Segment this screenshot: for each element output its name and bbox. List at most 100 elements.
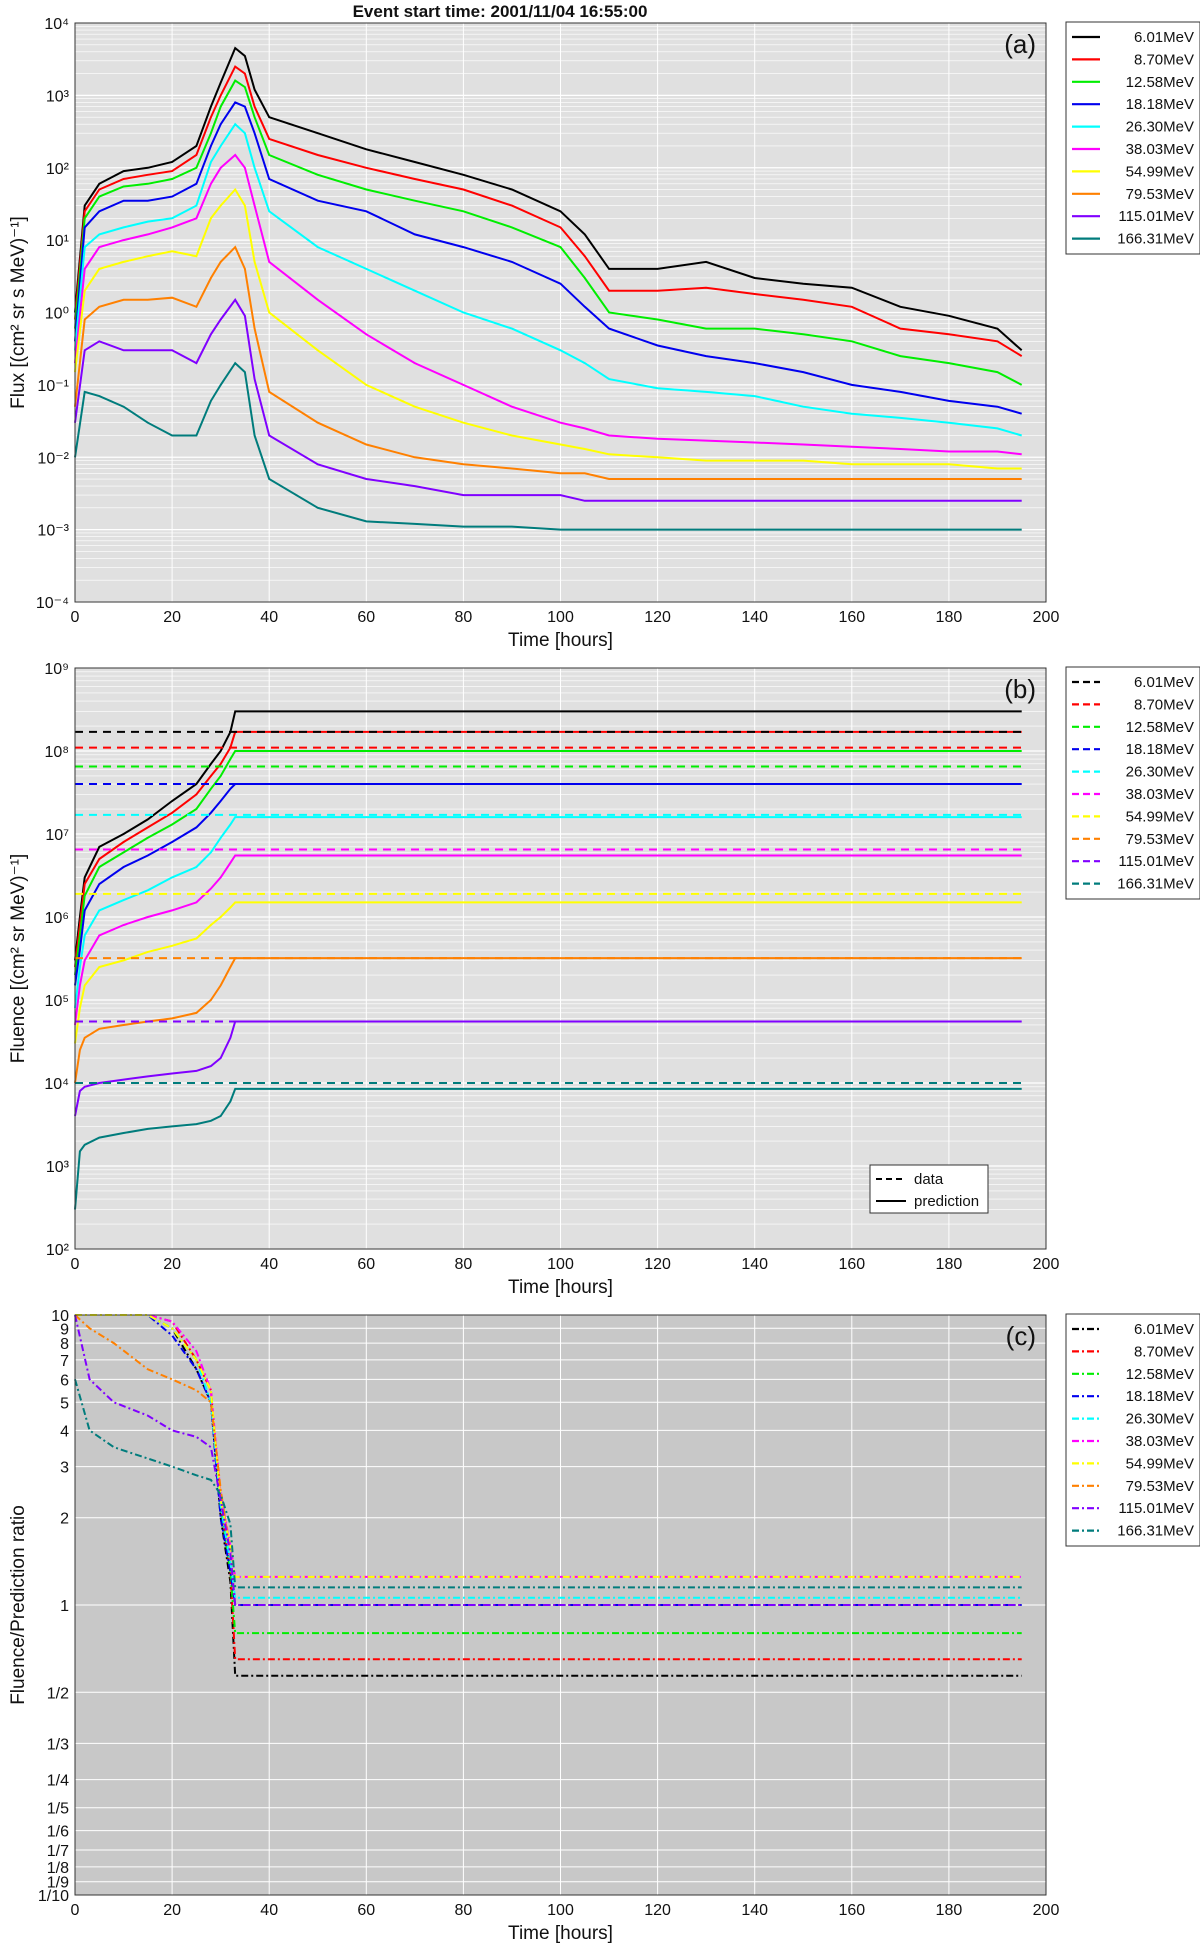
legend-label: 6.01MeV	[1134, 1321, 1194, 1338]
legend-label: 166.31MeV	[1117, 1523, 1194, 1540]
x-tick-label: 80	[455, 1902, 473, 1919]
legend-label: 79.53MeV	[1126, 186, 1194, 203]
y-tick-label: 10⁵	[45, 993, 69, 1010]
x-tick-label: 60	[357, 1902, 375, 1919]
y-tick-label: 1	[60, 1598, 69, 1615]
y-axis-label: Flux [(cm² sr s MeV)⁻¹]	[8, 216, 29, 409]
y-tick-label: 10⁴	[44, 1076, 69, 1093]
panel-label: (c)	[1006, 1321, 1036, 1351]
figure-title: Event start time: 2001/11/04 16:55:00	[353, 2, 648, 21]
y-tick-label: 10⁻⁴	[36, 595, 69, 612]
legend-label: 26.30MeV	[1126, 1411, 1194, 1428]
y-axis-label: Fluence/Prediction ratio	[8, 1505, 29, 1705]
y-tick-label: 1/2	[47, 1685, 69, 1702]
panel-label: (a)	[1004, 29, 1036, 59]
legend-label: 26.30MeV	[1126, 764, 1194, 781]
y-tick-label: 8	[60, 1336, 69, 1353]
legend-label: 26.30MeV	[1126, 119, 1194, 136]
y-tick-label: 4	[60, 1423, 69, 1440]
x-tick-label: 140	[741, 1902, 768, 1919]
x-axis-label: Time [hours]	[508, 1277, 613, 1298]
x-tick-label: 140	[741, 1256, 768, 1273]
x-axis-label: Time [hours]	[508, 1923, 613, 1944]
legend-label: 166.31MeV	[1117, 876, 1194, 893]
legend-label: 54.99MeV	[1126, 808, 1194, 825]
legend-label: 6.01MeV	[1134, 29, 1194, 46]
legend-label: 12.58MeV	[1126, 74, 1194, 91]
x-tick-label: 120	[644, 609, 671, 626]
legend: 6.01MeV 8.70MeV 12.58MeV 18.18MeV 26.30MeV 38…	[1066, 667, 1200, 899]
style-legend: data prediction	[870, 1165, 988, 1213]
legend-label: 54.99MeV	[1126, 1455, 1194, 1472]
y-tick-label: 7	[60, 1353, 69, 1370]
panel-label: (b)	[1004, 674, 1036, 704]
panel-b: 0 20 40 60 80 100 120 140 160 180 200 10⁹ 10⁸ 10⁷ 10⁶ 1…	[8, 661, 1200, 1298]
y-axis-label: Fluence [(cm² sr MeV)⁻¹]	[8, 854, 29, 1064]
x-tick-label: 200	[1033, 1902, 1060, 1919]
legend-label: 54.99MeV	[1126, 163, 1194, 180]
y-tick-label: 3	[60, 1460, 69, 1477]
legend-label: 38.03MeV	[1126, 1433, 1194, 1450]
x-tick-label: 100	[547, 1902, 574, 1919]
y-tick-label: 10²	[46, 161, 70, 178]
style-legend-label: data	[914, 1171, 944, 1188]
legend: 6.01MeV 8.70MeV 12.58MeV 18.18MeV 26.30MeV 38…	[1066, 1314, 1200, 1546]
legend-label: 115.01MeV	[1118, 208, 1194, 225]
x-tick-label: 180	[936, 1902, 963, 1919]
legend-label: 38.03MeV	[1126, 141, 1194, 158]
x-tick-label: 200	[1033, 609, 1060, 626]
x-tick-label: 20	[163, 1256, 181, 1273]
y-tick-label: 10⁶	[45, 910, 69, 927]
y-tick-label: 10⁸	[44, 744, 69, 761]
legend-label: 18.18MeV	[1126, 96, 1194, 113]
x-tick-label: 40	[260, 1256, 278, 1273]
legend-label: 18.18MeV	[1126, 1388, 1194, 1405]
y-tick-label: 1/10	[38, 1888, 69, 1905]
x-tick-label: 200	[1033, 1256, 1060, 1273]
style-legend-label: prediction	[914, 1193, 979, 1210]
x-tick-label: 60	[357, 609, 375, 626]
x-tick-label: 120	[644, 1902, 671, 1919]
legend-label: 6.01MeV	[1134, 674, 1194, 691]
x-tick-label: 60	[357, 1256, 375, 1273]
legend-label: 166.31MeV	[1117, 231, 1194, 248]
x-tick-label: 40	[260, 609, 278, 626]
x-tick-label: 140	[741, 609, 768, 626]
y-tick-label: 10⁻³	[37, 523, 69, 540]
x-tick-label: 100	[547, 609, 574, 626]
y-tick-label: 6	[60, 1372, 69, 1389]
y-tick-label: 1/5	[47, 1801, 69, 1818]
x-tick-label: 0	[71, 1902, 80, 1919]
legend-label: 8.70MeV	[1134, 696, 1194, 713]
legend-label: 18.18MeV	[1126, 741, 1194, 758]
x-tick-label: 80	[455, 1256, 473, 1273]
x-tick-label: 80	[455, 609, 473, 626]
legend-label: 8.70MeV	[1134, 1343, 1194, 1360]
x-tick-label: 20	[163, 1902, 181, 1919]
x-tick-label: 100	[547, 1256, 574, 1273]
y-tick-label: 10⁻²	[37, 450, 69, 467]
x-tick-label: 0	[71, 1256, 80, 1273]
y-tick-label: 10⁴	[44, 16, 69, 33]
y-tick-label: 1/4	[47, 1773, 69, 1790]
y-tick-label: 10⁹	[44, 661, 69, 678]
legend-label: 38.03MeV	[1126, 786, 1194, 803]
x-tick-label: 120	[644, 1256, 671, 1273]
x-tick-label: 180	[936, 609, 963, 626]
legend-label: 79.53MeV	[1126, 1478, 1194, 1495]
legend: 6.01MeV 8.70MeV 12.58MeV 18.18MeV 26.30MeV 38…	[1066, 22, 1200, 254]
x-tick-label: 160	[838, 1902, 865, 1919]
legend-label: 8.70MeV	[1134, 51, 1194, 68]
y-tick-label: 10⁷	[45, 827, 69, 844]
panel-a: 0 20 40 60 80 100 120 140 160 180 200 10⁴ 10³ 10² 10¹ 1…	[8, 16, 1200, 651]
y-tick-label: 1/6	[47, 1824, 69, 1841]
x-tick-label: 160	[838, 609, 865, 626]
y-tick-label: 5	[60, 1395, 69, 1412]
x-tick-label: 180	[936, 1256, 963, 1273]
legend-label: 115.01MeV	[1118, 1500, 1194, 1517]
y-tick-label: 10²	[46, 1242, 70, 1259]
x-tick-label: 160	[838, 1256, 865, 1273]
legend-label: 79.53MeV	[1126, 831, 1194, 848]
